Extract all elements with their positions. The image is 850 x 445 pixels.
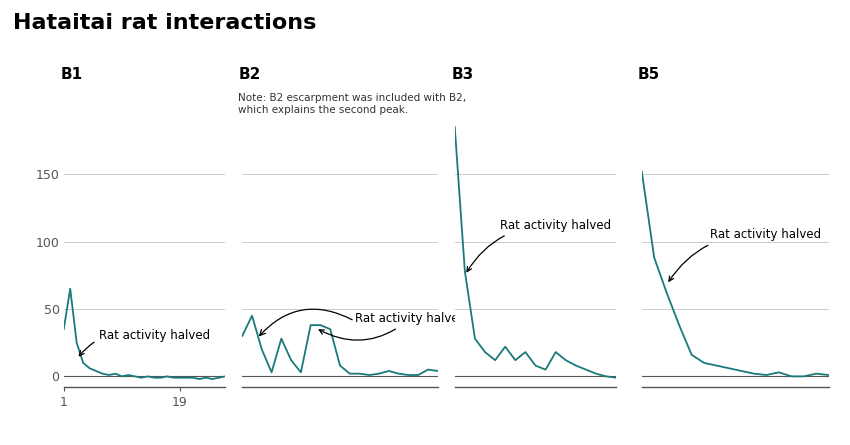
Text: Rat activity halved: Rat activity halved — [669, 228, 821, 281]
Text: Rat activity halved: Rat activity halved — [79, 329, 211, 356]
Text: B3: B3 — [451, 67, 473, 82]
Text: B2: B2 — [238, 67, 261, 82]
Text: B5: B5 — [638, 67, 660, 82]
Text: B1: B1 — [60, 67, 82, 82]
Text: Note: B2 escarpment was included with B2,
which explains the second peak.: Note: B2 escarpment was included with B2… — [238, 93, 467, 115]
Text: Rat activity halved: Rat activity halved — [320, 312, 466, 340]
Text: Rat activity halved: Rat activity halved — [467, 219, 611, 271]
Text: Hataitai rat interactions: Hataitai rat interactions — [13, 13, 316, 33]
